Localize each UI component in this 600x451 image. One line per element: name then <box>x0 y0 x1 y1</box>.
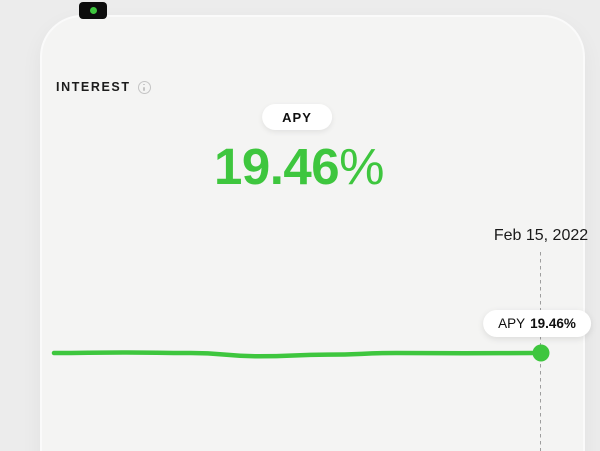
apy-tab-pill[interactable]: APY <box>262 104 332 130</box>
marker-tooltip: APY 19.46% <box>483 310 591 337</box>
logo-dot-icon <box>89 7 97 14</box>
apy-value-suffix: % <box>339 138 384 195</box>
tooltip-label: APY <box>498 316 526 331</box>
tooltip-value: 19.46% <box>530 316 576 331</box>
apy-value-number: 19.46 <box>214 138 340 195</box>
app-logo-badge <box>79 2 107 19</box>
apy-value: 19.46% <box>214 137 384 196</box>
section-title: INTEREST <box>56 80 131 94</box>
apy-line <box>51 350 536 359</box>
apy-pill-label: APY <box>282 109 312 125</box>
marker-date-label: Feb 15, 2022 <box>493 227 589 244</box>
chart-marker-dot[interactable] <box>532 344 550 362</box>
section-header: INTEREST <box>56 80 151 94</box>
interest-card <box>40 15 585 451</box>
info-icon[interactable] <box>137 80 151 94</box>
